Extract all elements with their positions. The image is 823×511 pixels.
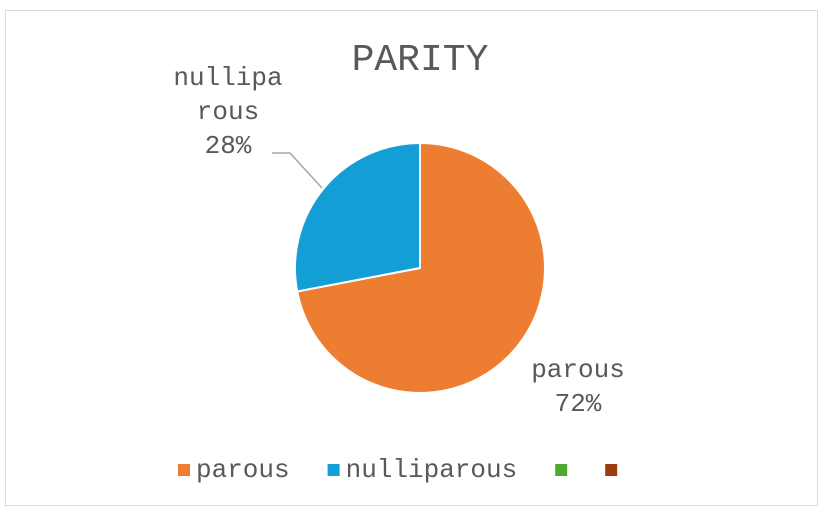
legend-label: nulliparous [346,455,518,485]
leader-line [272,152,323,189]
legend-swatch [327,464,340,476]
legend-swatch [178,464,190,476]
data-label-category: nullipa rous [173,63,282,127]
pie-slice [296,141,546,394]
legend-label: parous [196,455,290,485]
legend-swatch [555,464,568,476]
data-label-value: 72% [555,389,602,419]
data-label-value: 28% [205,131,252,161]
legend-swatch [605,464,618,476]
pie-slice [294,141,421,293]
chart-title: PARITY [352,39,489,82]
data-label-category: parous [531,355,625,385]
